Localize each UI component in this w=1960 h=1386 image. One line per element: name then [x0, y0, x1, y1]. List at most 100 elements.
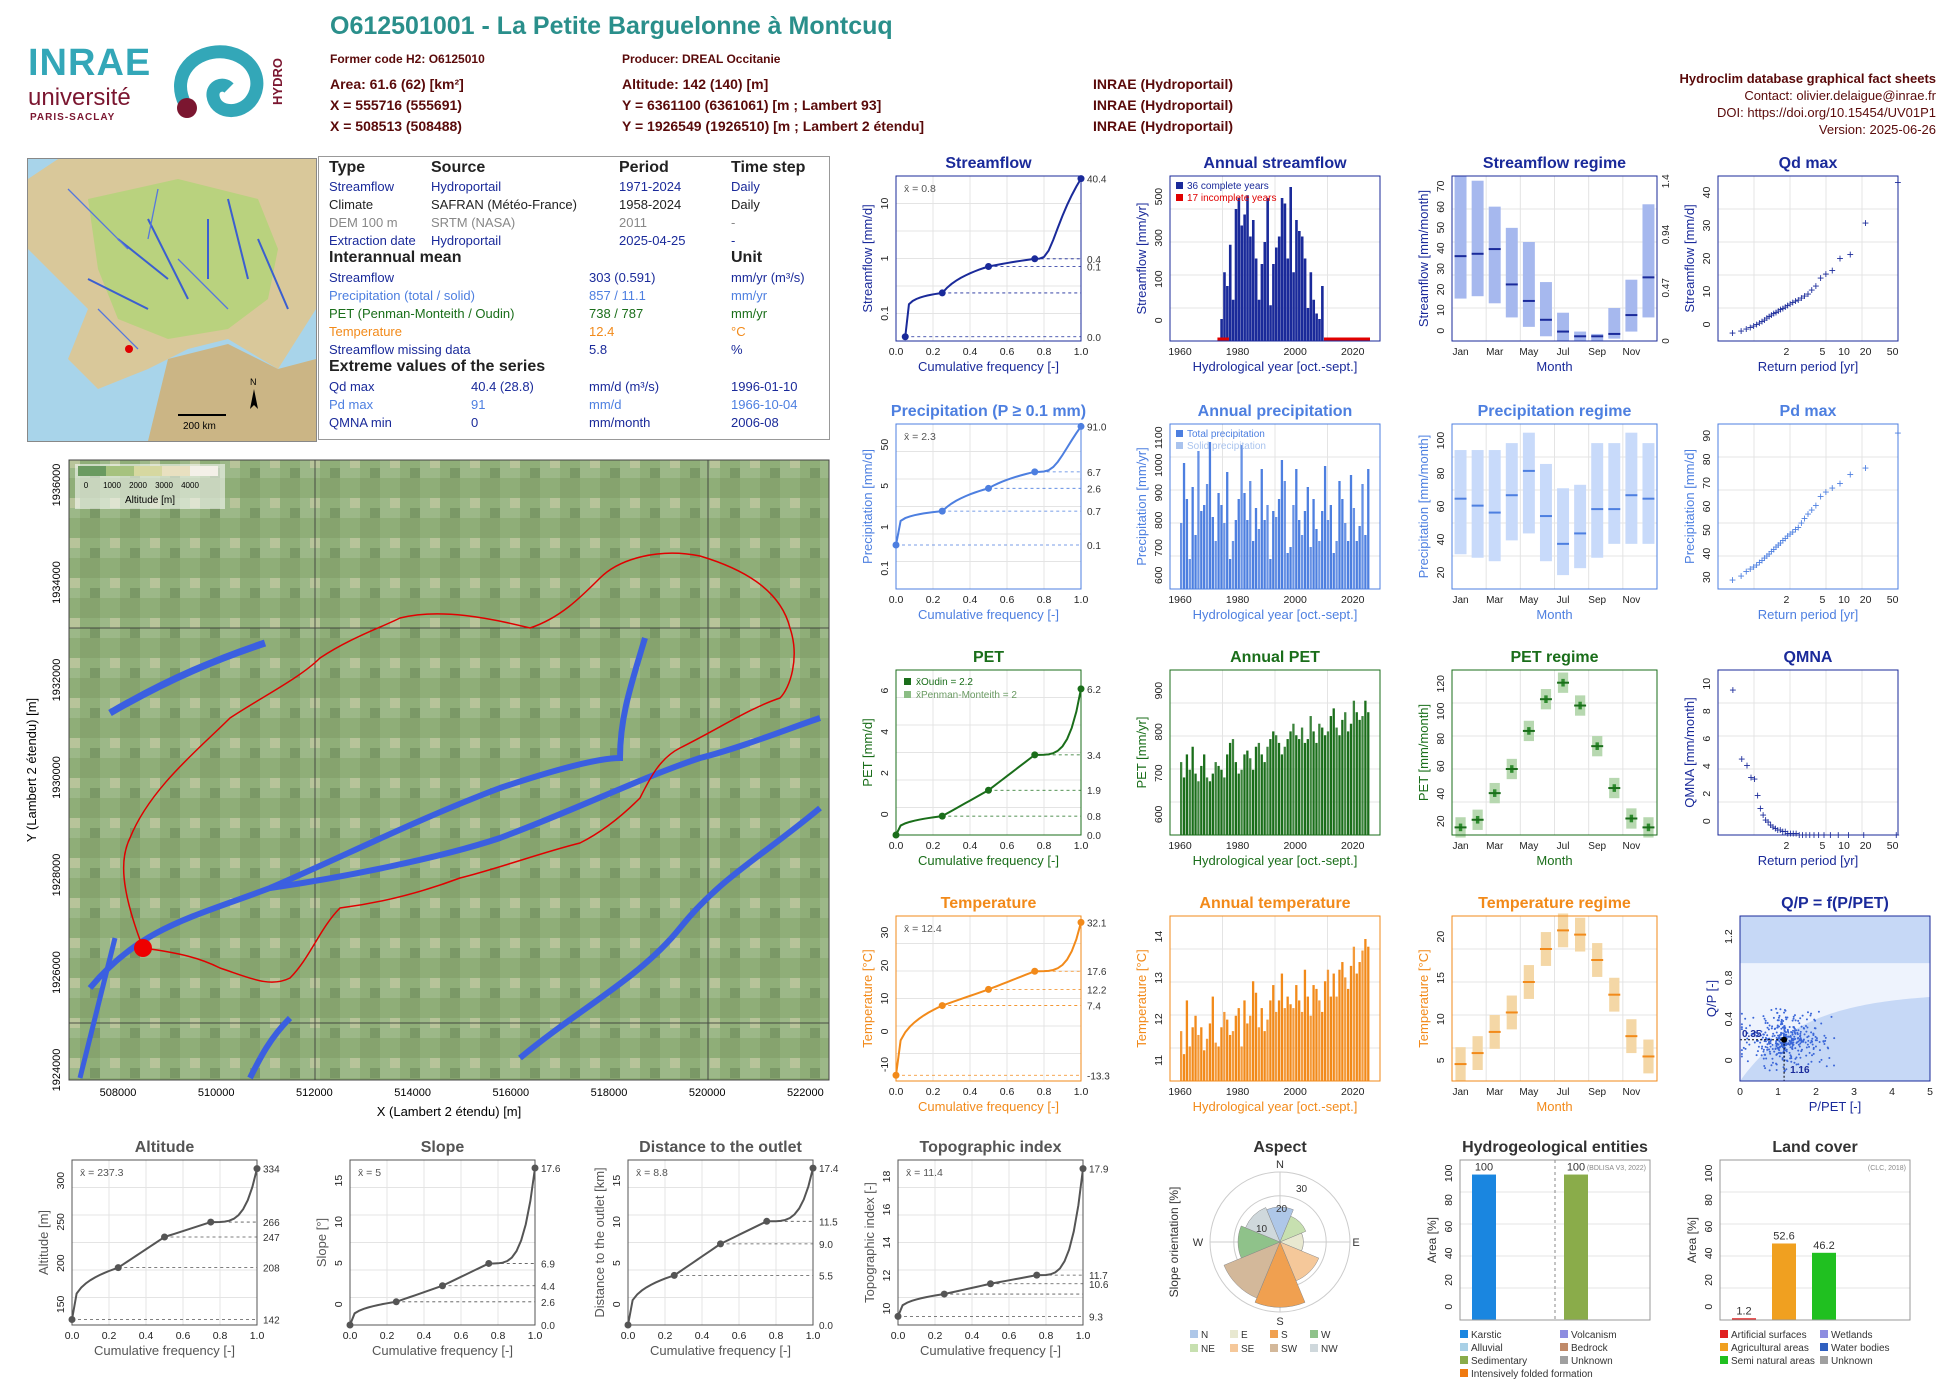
x-tick-label: 512000: [296, 1087, 333, 1099]
data-point: [1792, 1039, 1795, 1042]
data-point: [1769, 1052, 1772, 1055]
table-cell: QMNA min: [329, 415, 392, 430]
data-point: [1797, 1049, 1800, 1052]
bar: [1329, 716, 1332, 835]
legend-entry: x̄Penman-Monteith = 2: [916, 690, 1017, 701]
y-tick-label: 40: [1443, 1247, 1455, 1259]
bar: [1260, 1008, 1263, 1081]
data-point: [1808, 1045, 1811, 1048]
overview-map[interactable]: 200 km N: [27, 158, 317, 442]
data-point: [1790, 1030, 1793, 1033]
contact-link[interactable]: Contact: olivier.delaigue@inrae.fr: [1744, 88, 1936, 103]
data-point: [1768, 1041, 1771, 1044]
table-cell: DEM 100 m: [329, 215, 398, 230]
y-tick-label: 40: [1701, 548, 1713, 560]
y-axis-label: Area [%]: [1685, 1217, 1699, 1263]
doi-link[interactable]: DOI: https://doi.org/10.15454/UV01P1: [1717, 105, 1936, 120]
legend-entry: Bedrock: [1571, 1343, 1609, 1354]
y-tick-label: 20: [1701, 253, 1713, 265]
data-point: +: [1770, 307, 1777, 321]
bar: [1237, 773, 1240, 835]
quantile-label: 0.0: [541, 1321, 555, 1332]
data-point: [1781, 1057, 1784, 1060]
bar: [1240, 225, 1244, 341]
quantile-label: 0.8: [1087, 812, 1101, 823]
y-tick-label: 40: [1435, 788, 1447, 800]
data-point: [1798, 1053, 1801, 1056]
bar: [1344, 523, 1347, 589]
quantile-label: 1.9: [1087, 786, 1101, 797]
data-point: [1766, 1026, 1769, 1029]
y-tick-label: 60: [1443, 1221, 1455, 1233]
bar: [1367, 946, 1370, 1081]
y-tick-label: 50: [1435, 222, 1447, 234]
x-tick-label: Jul: [1557, 347, 1570, 358]
data-point: [1804, 1041, 1807, 1044]
data-point: +: [1777, 303, 1784, 317]
bar: [1269, 305, 1272, 341]
x-tick-label: 0.2: [926, 594, 941, 606]
bar: [1361, 484, 1364, 589]
quantile-label: 0.0: [819, 1321, 833, 1332]
bar: [1203, 1050, 1206, 1081]
db-info: Hydroclim database graphical fact sheets…: [1680, 70, 1936, 138]
data-point: [1756, 1050, 1759, 1053]
data-point: [1799, 1042, 1802, 1045]
table-cell: 1996-01-10: [731, 379, 798, 394]
x-tick-label: Mar: [1486, 841, 1504, 852]
data-point: [1806, 1011, 1809, 1014]
bar: [1266, 746, 1269, 835]
data-point: [1775, 1007, 1778, 1010]
bar: [1289, 731, 1292, 835]
bar: [1472, 1174, 1496, 1320]
data-point: +: [1789, 525, 1796, 539]
bar: [1272, 264, 1275, 341]
x-tick-label: May: [1519, 347, 1538, 358]
bar: [1260, 264, 1264, 341]
quantile-label: 2.6: [541, 1298, 555, 1309]
bar: [1217, 1046, 1220, 1081]
data-point: [1814, 1045, 1817, 1048]
data-point: [1767, 1028, 1770, 1031]
x-tick-label: May: [1519, 841, 1538, 852]
y-tick-label: 1: [879, 255, 891, 261]
mean-point: [1781, 1036, 1788, 1043]
basin-map[interactable]: 0 1000 2000 3000 4000 Altitude [m] 508000 5100…: [20, 458, 835, 1128]
x-axis-label: Cumulative frequency [-]: [918, 607, 1059, 622]
data-point: [1771, 1025, 1774, 1028]
x-tick-label: 518000: [591, 1087, 628, 1099]
bar: [1280, 754, 1284, 835]
data-point: [1759, 1034, 1762, 1037]
bar: [1367, 469, 1370, 589]
outlet-marker: [134, 939, 152, 957]
x-tick-label: Mar: [1486, 1087, 1504, 1098]
data-point: +: [1729, 573, 1736, 587]
data-point: [1799, 1030, 1802, 1033]
data-point: [1820, 1022, 1823, 1025]
data-point: [1780, 1041, 1783, 1044]
data-point: [1812, 1046, 1815, 1049]
aspect-slice: [1279, 1215, 1307, 1243]
y-tick-label: 40: [1435, 534, 1447, 546]
data-point: [1809, 1014, 1812, 1017]
bar: [1180, 762, 1183, 835]
data-point: [1791, 1042, 1794, 1045]
right-tick-label: 0.94: [1661, 224, 1672, 244]
data-point: +: [1779, 825, 1786, 839]
table-cell: 2006-08: [731, 415, 779, 430]
data-point: [1791, 1019, 1794, 1022]
legend-tick: 0: [84, 481, 89, 490]
bar: [1309, 547, 1312, 589]
data-point: +: [1757, 802, 1764, 816]
bar: [1315, 988, 1318, 1081]
bar: [1326, 969, 1330, 1081]
data-point: [1793, 1027, 1796, 1030]
data-point: [1778, 1055, 1781, 1058]
x-tick-label: 2020: [1341, 840, 1365, 852]
quantile-label: 17.9: [1089, 1165, 1109, 1176]
bar: [1283, 746, 1286, 835]
data-point: +: [1779, 534, 1786, 548]
x-axis-label: Cumulative frequency [-]: [918, 853, 1059, 868]
x-tick-label: 0.4: [963, 1086, 978, 1098]
data-point: +: [1798, 291, 1805, 305]
